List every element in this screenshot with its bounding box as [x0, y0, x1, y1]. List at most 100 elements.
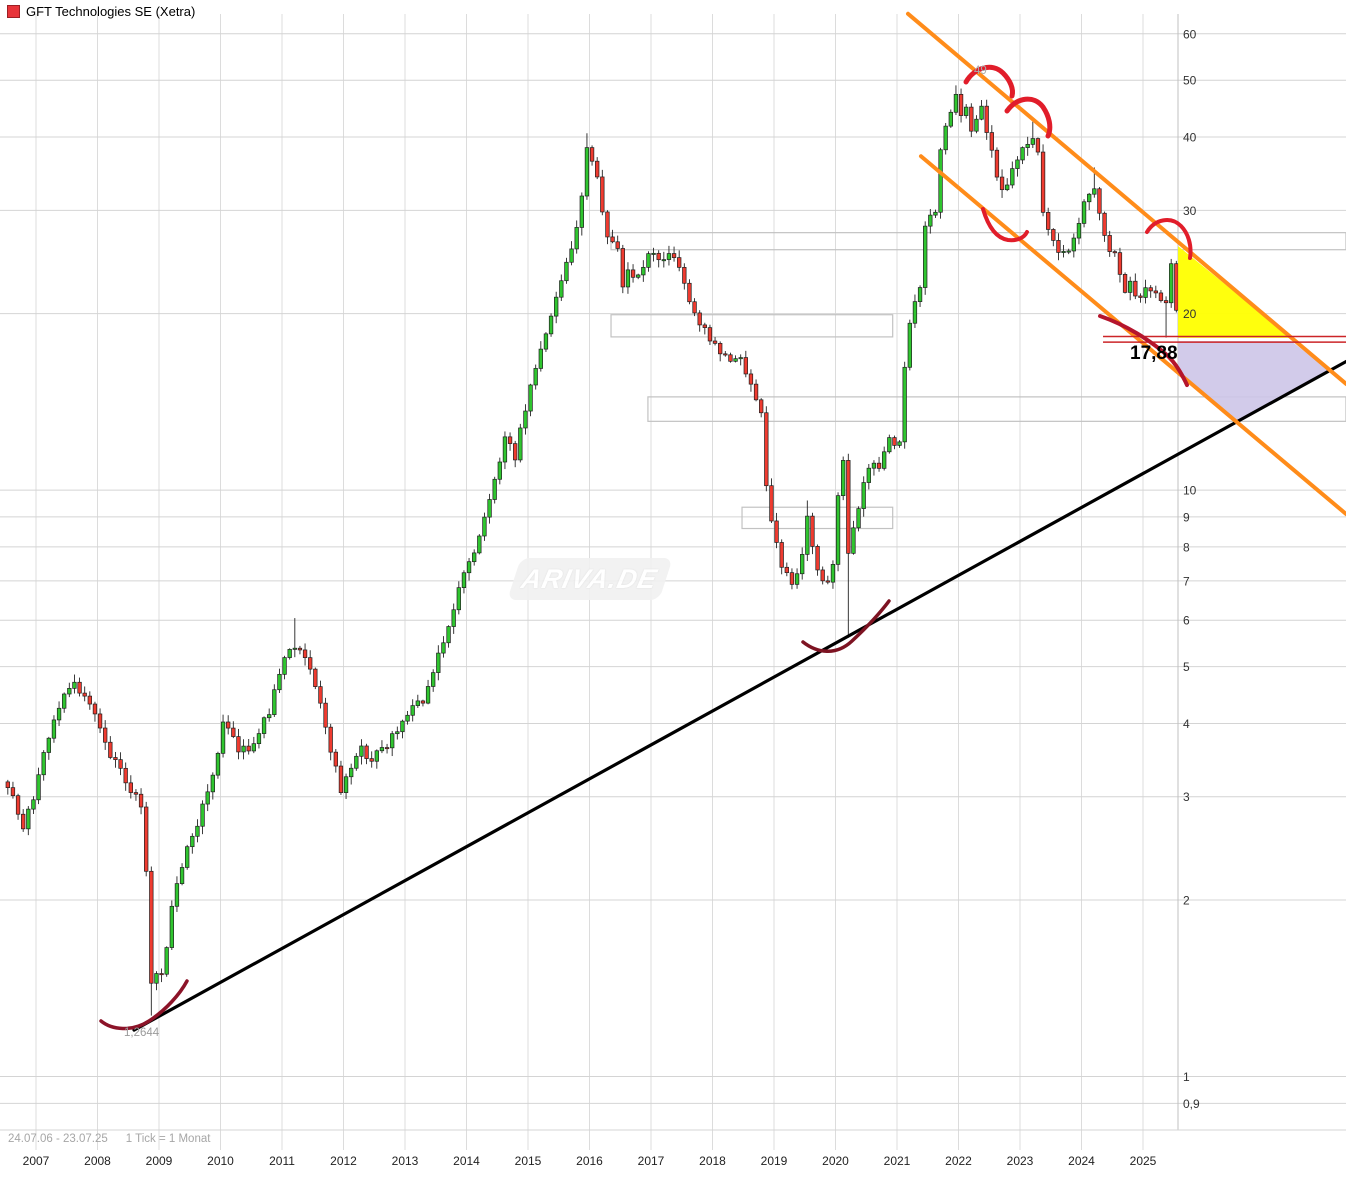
candle-up [1005, 184, 1010, 191]
arc-bottom-2020 [801, 599, 891, 653]
candle-down [87, 695, 92, 705]
annotation-shapes [1178, 245, 1330, 422]
price-tick-label: 5 [1183, 660, 1190, 674]
year-tick-label: 2019 [761, 1154, 788, 1168]
candle-up [1143, 287, 1148, 298]
candle-down [984, 105, 989, 133]
candle-up [400, 720, 405, 733]
candle-down [958, 93, 964, 116]
candle-up [179, 867, 185, 884]
candle-up [67, 688, 72, 695]
candle-down [507, 436, 513, 444]
candle-up [174, 883, 180, 907]
candle-down [21, 813, 26, 830]
candle-down [743, 357, 748, 375]
low-price-label: 1,2644 [124, 1027, 160, 1039]
chart-footer: 24.07.06 - 23.07.25 1 Tick = 1 Monat [8, 1133, 210, 1145]
candle-up [646, 253, 651, 268]
candle-up [205, 791, 210, 805]
year-tick-label: 2012 [330, 1154, 357, 1168]
candle-down [677, 257, 682, 268]
candle-down [595, 160, 600, 178]
candle-down [789, 572, 795, 585]
candle-down [236, 736, 241, 753]
candle-down [748, 373, 754, 385]
candle-up [1071, 237, 1076, 252]
candle-up [46, 737, 51, 753]
candle-up [261, 717, 267, 734]
candle-down [825, 580, 830, 583]
price-tick-label: 60 [1183, 27, 1197, 41]
year-tick-label: 2010 [207, 1154, 234, 1168]
candle-down [1056, 240, 1061, 253]
candle-up [666, 253, 672, 260]
candle-up [62, 693, 67, 709]
year-tick-label: 2020 [822, 1154, 849, 1168]
candle-down [1051, 229, 1056, 241]
candle-down [969, 106, 974, 132]
candle-down [328, 726, 333, 753]
candle-down [820, 569, 825, 582]
candle-up [282, 657, 287, 675]
candle-up [436, 652, 441, 673]
arc-top-2025 [1145, 218, 1193, 260]
candle-down [1046, 211, 1051, 230]
price-tick-label: 10 [1183, 484, 1197, 498]
candle-down [999, 176, 1005, 191]
candle-up [979, 105, 984, 120]
candle-down [297, 647, 303, 651]
candle-up [456, 587, 461, 611]
candle-up [917, 287, 923, 302]
candle-down [118, 759, 123, 769]
candle-up [528, 384, 533, 412]
candle-up [395, 731, 400, 735]
price-tick-label: 4 [1183, 717, 1190, 731]
ariva-watermark-badge: ARIVA.DE [507, 558, 673, 600]
candle-up [215, 752, 221, 776]
candle-up [1128, 280, 1133, 293]
candle-up [569, 248, 574, 263]
candle-down [1133, 280, 1138, 297]
candle-up [390, 733, 395, 749]
price-tick-label: 6 [1183, 614, 1190, 628]
candle-down [1163, 300, 1169, 304]
zone-box-18-20 [610, 314, 894, 338]
candle-down [1148, 287, 1153, 292]
year-tick-label: 2022 [945, 1154, 972, 1168]
candle-up [497, 461, 502, 480]
arc-dip-2023 [981, 207, 1029, 243]
candle-down [815, 546, 820, 571]
candle-down [1174, 263, 1179, 311]
candle-up [1010, 168, 1015, 186]
candle-up [733, 358, 738, 362]
candle-up [431, 672, 436, 687]
candle-up [51, 719, 57, 739]
candle-up [518, 427, 523, 461]
watermark-text: ARIVA.DE [519, 563, 661, 594]
chart-text-labels: 1,2644 49 17,88 [124, 65, 1178, 1039]
candle-down [15, 795, 21, 815]
candle-up [794, 573, 800, 585]
year-tick-label: 2008 [84, 1154, 111, 1168]
candle-up [835, 495, 841, 565]
candle-down [97, 713, 103, 729]
candle-up [190, 835, 195, 848]
candle-down [149, 870, 154, 984]
candle-down [759, 399, 764, 414]
price-tick-label: 8 [1183, 540, 1190, 554]
candle-up [897, 441, 902, 446]
candle-down [687, 282, 692, 303]
trendlines [132, 11, 1346, 1032]
candle-up [502, 436, 508, 463]
price-tick-label: 0,9 [1183, 1097, 1200, 1111]
candle-up [579, 195, 584, 228]
candle-up [446, 626, 451, 644]
candle-down [753, 383, 759, 401]
candle-down [513, 443, 518, 461]
candle-down [892, 437, 897, 446]
candle-down [846, 460, 851, 554]
candle-up [866, 467, 871, 483]
candle-down [1035, 138, 1041, 153]
candle-down [630, 269, 636, 278]
